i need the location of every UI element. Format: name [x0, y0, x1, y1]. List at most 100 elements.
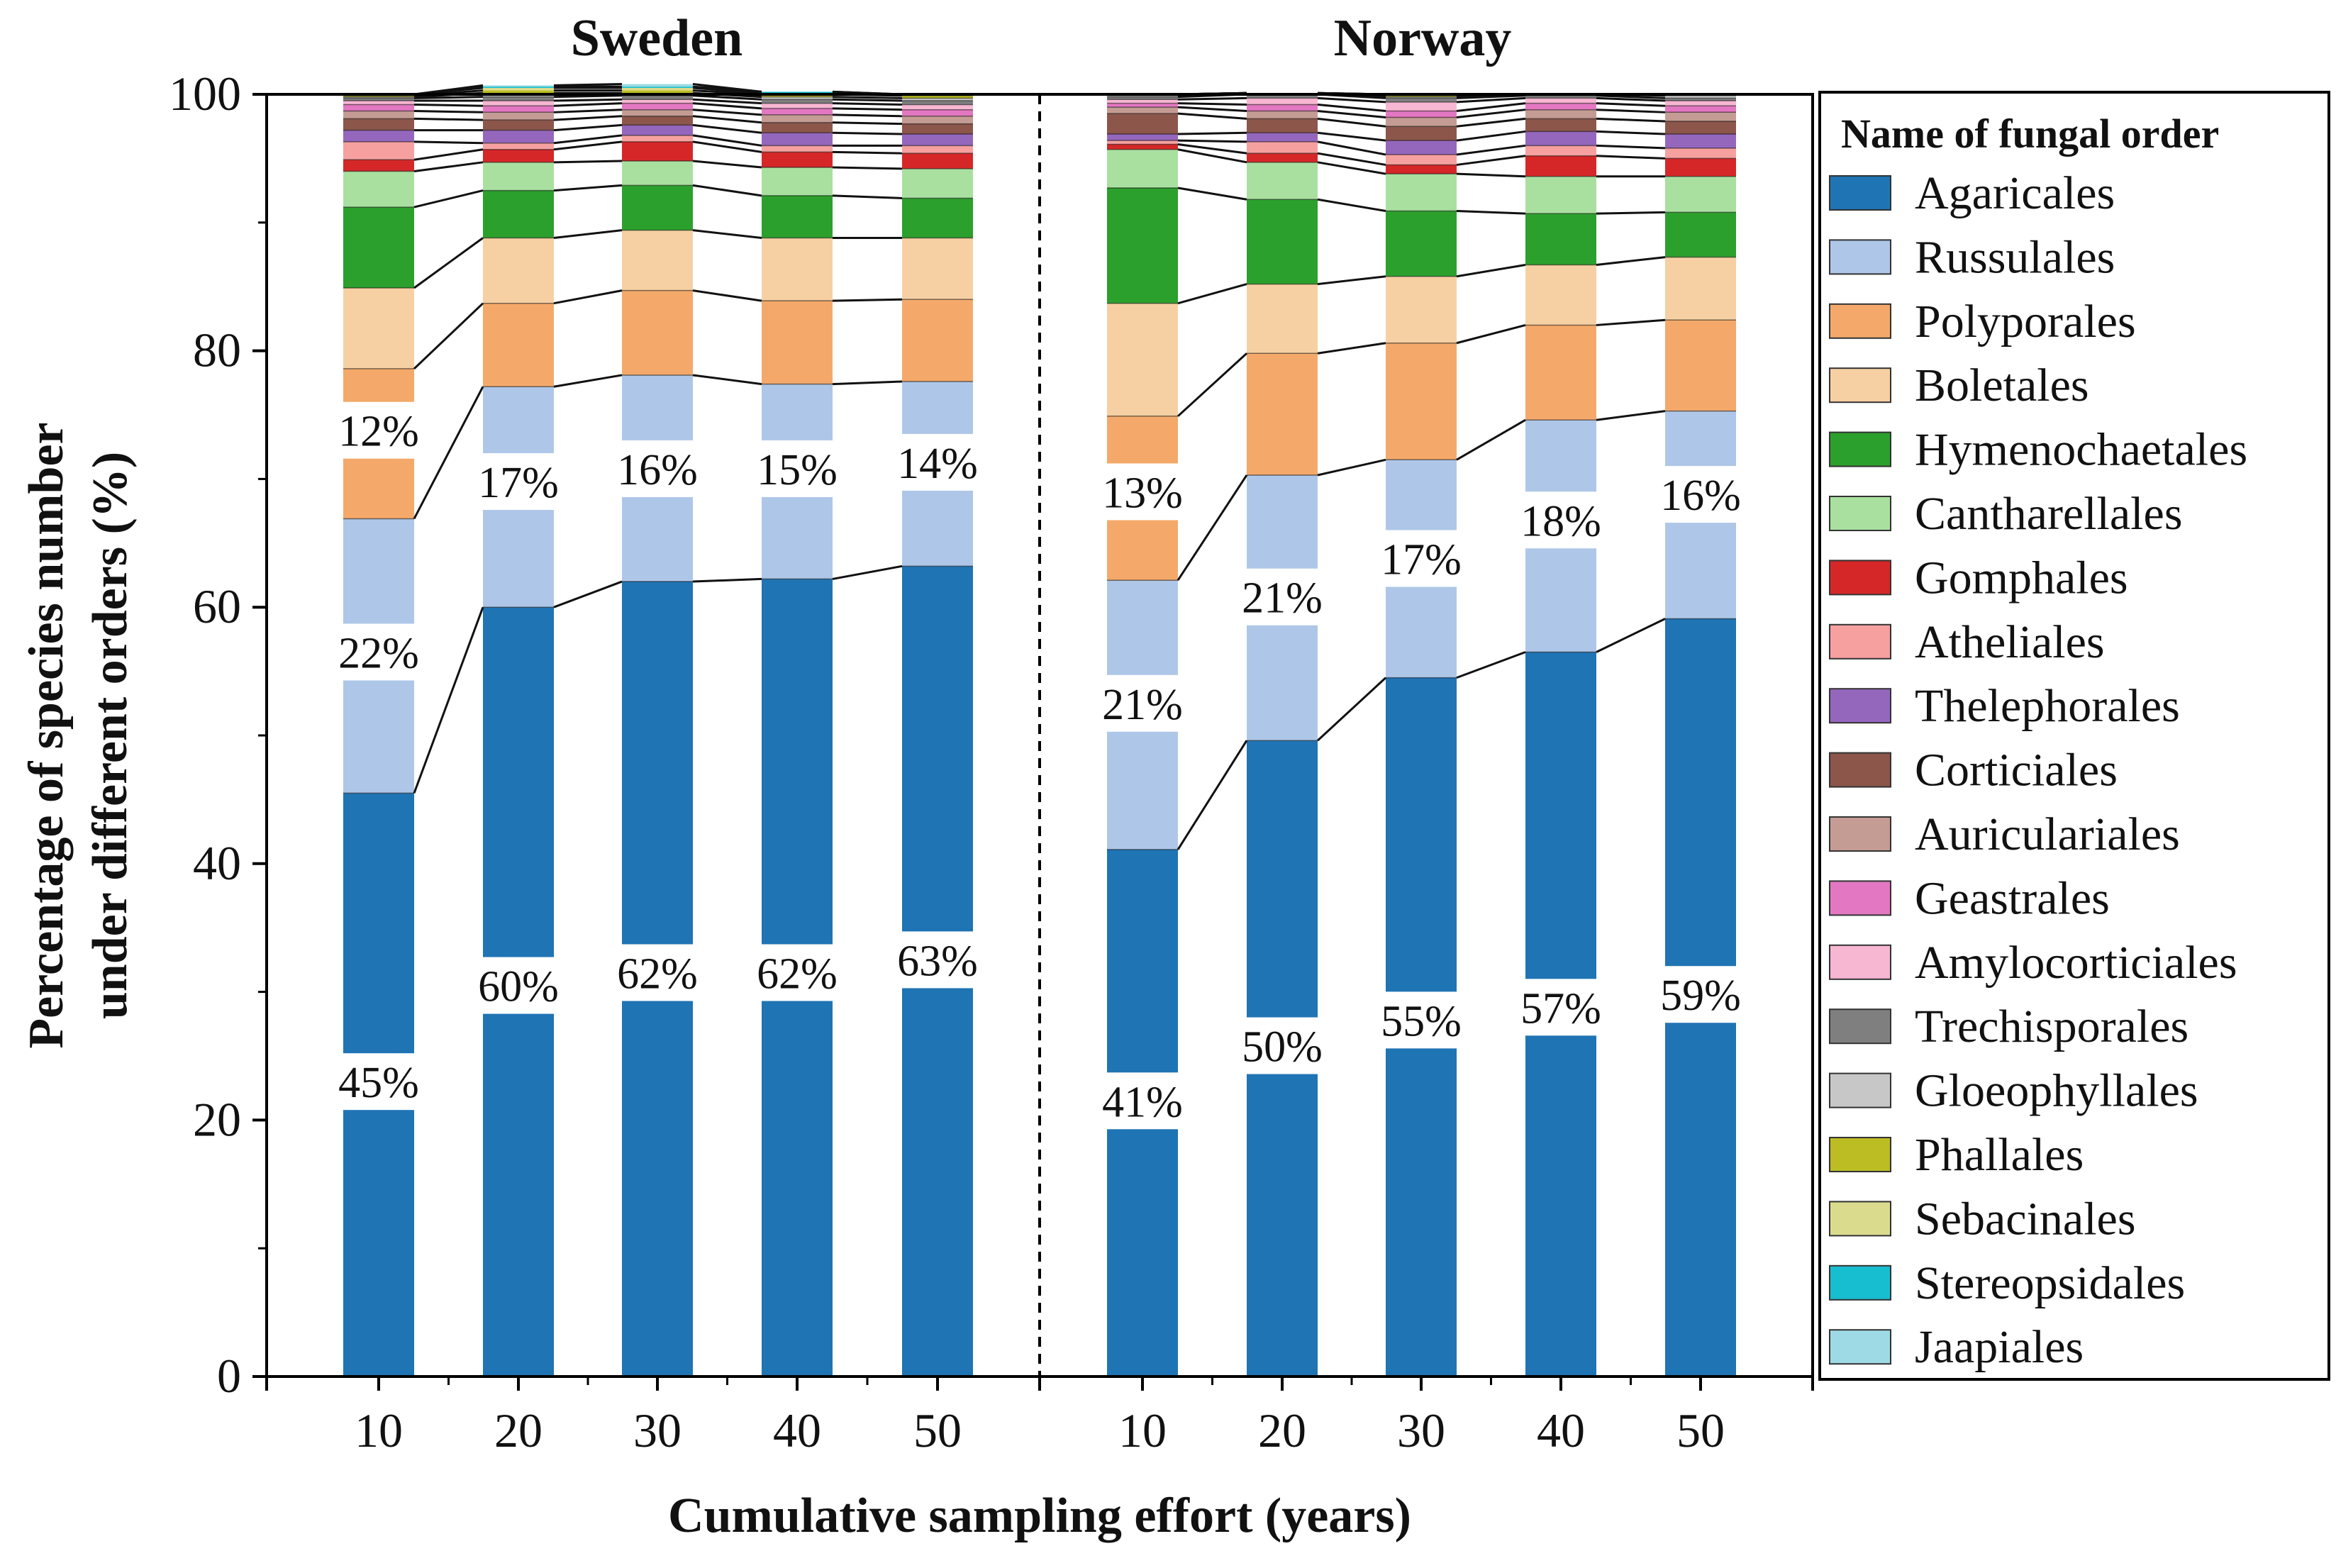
- bar-segment-norway-10-auriculariales: [1107, 107, 1178, 114]
- legend-item: Hymenochaetales: [1829, 424, 2247, 476]
- connector-line-sweden: [692, 140, 762, 153]
- percent-label-group: 13%: [1099, 463, 1186, 521]
- legend-item: Corticiales: [1829, 745, 2118, 796]
- legend-label: Cantharellales: [1915, 488, 2183, 540]
- legend-swatch: [1829, 431, 1891, 467]
- connector-line-sweden: [413, 96, 484, 99]
- percent-label-group: 17%: [474, 453, 562, 511]
- bar-segment-norway-40-auriculariales: [1525, 109, 1596, 119]
- connector-line-sweden: [553, 115, 623, 121]
- percent-label: 62%: [757, 950, 838, 998]
- bar-segment-norway-20-geastrales: [1247, 104, 1318, 111]
- connector-line-norway: [1317, 103, 1386, 112]
- legend-label: Stereopsidales: [1915, 1257, 2185, 1309]
- bar-segment-norway-50-gloeophyllales: [1665, 95, 1736, 99]
- connector-line-sweden: [692, 374, 762, 386]
- legend-items: Agaricales Russulales Polyporales Boletales…: [1829, 167, 2247, 1373]
- bar-segment-norway-10-gomphales: [1107, 144, 1178, 150]
- connector-line-norway: [1596, 256, 1666, 266]
- legend-item: Sebacinales: [1829, 1193, 2136, 1245]
- percent-label-bg: [1099, 1072, 1186, 1130]
- connector-line-norway: [1596, 318, 1666, 326]
- percent-label-group: 50%: [1238, 1017, 1326, 1074]
- legend-item: Stereopsidales: [1829, 1257, 2185, 1309]
- bar-segment-sweden-20-jaapiales: [483, 85, 554, 87]
- percent-label-bg: [1238, 568, 1326, 625]
- x-tick-label: 30: [633, 1403, 682, 1457]
- bar-segment-norway-20-auriculariales: [1247, 111, 1318, 119]
- y-tick-label: 0: [217, 1349, 241, 1403]
- percent-label-group: 15%: [753, 440, 841, 497]
- percent-label-bg: [474, 453, 562, 511]
- bar-segment-norway-20-polyporales: [1247, 353, 1318, 475]
- legend-label: Jaapiales: [1915, 1321, 2084, 1373]
- connector-line-sweden: [832, 194, 903, 199]
- percent-label-bg: [335, 623, 423, 681]
- panel-title-sweden: Sweden: [571, 9, 743, 67]
- connector-line-norway: [1177, 131, 1247, 135]
- x-tick-label: 50: [913, 1403, 962, 1457]
- connector-line-sweden: [692, 87, 762, 94]
- connector-line-sweden: [413, 606, 484, 794]
- percent-label-group: 57%: [1517, 979, 1605, 1036]
- percent-label-bg: [335, 1053, 423, 1111]
- legend-item: Russulales: [1829, 231, 2115, 283]
- bar-segment-sweden-10-boletales: [343, 288, 414, 369]
- connector-line-sweden: [692, 134, 762, 147]
- percent-label-bg: [894, 433, 981, 491]
- connector-line-norway: [1177, 352, 1248, 417]
- legend-swatch: [1829, 175, 1891, 211]
- bar-segment-sweden-40-boletales: [762, 238, 833, 301]
- bar-segment-sweden-10-gomphales: [343, 160, 414, 172]
- bar-segment-sweden-10-hymenochaetales: [343, 207, 414, 289]
- legend-item: Geastrales: [1829, 872, 2110, 924]
- bar-segment-norway-20-atheliales: [1247, 141, 1318, 154]
- bar-segment-sweden-50-gloeophyllales: [902, 98, 973, 101]
- x-tick-label: 10: [355, 1403, 403, 1457]
- bar-segment-sweden-10-auriculariales: [343, 111, 414, 119]
- bar-segment-sweden-50-atheliales: [902, 145, 973, 154]
- bar-segment-sweden-10-trechisporales: [343, 98, 414, 101]
- bar-segment-norway-20-cantharellales: [1247, 162, 1318, 200]
- panel-title-norway: Norway: [1334, 9, 1512, 67]
- percent-label: 21%: [1242, 574, 1323, 623]
- bar-segment-sweden-30-geastrales: [622, 103, 693, 110]
- connector-line-sweden: [692, 160, 762, 169]
- percent-label-bg: [1099, 674, 1186, 732]
- y-axis-title-line1: Percentage of species number: [19, 422, 74, 1048]
- legend-item: Gomphales: [1829, 552, 2128, 604]
- percent-label-group: 21%: [1238, 568, 1326, 625]
- legend-label: Trechisporales: [1915, 1001, 2188, 1052]
- bar-segment-sweden-20-phallales: [483, 90, 554, 94]
- connector-line-sweden: [553, 289, 623, 305]
- legend-label: Russulales: [1915, 231, 2115, 283]
- bar-segment-sweden-20-stereopsidales: [483, 87, 554, 88]
- percent-label-group: 18%: [1517, 491, 1605, 549]
- legend-swatch: [1829, 496, 1891, 531]
- bar-segment-sweden-50-auriculariales: [902, 116, 973, 124]
- x-tick-label: 20: [1258, 1403, 1306, 1457]
- legend-label: Thelephorales: [1915, 680, 2180, 732]
- connector-line-sweden: [692, 289, 762, 302]
- legend-label: Gomphales: [1915, 552, 2128, 604]
- connector-lines-layer: [343, 83, 1736, 850]
- connector-line-sweden: [413, 386, 484, 520]
- percent-label-group: 22%: [335, 623, 423, 681]
- connector-line-norway: [1177, 148, 1247, 164]
- percent-label-bg: [1517, 491, 1605, 549]
- bar-segment-norway-10-geastrales: [1107, 103, 1178, 108]
- connector-line-sweden: [832, 150, 903, 155]
- connector-line-norway: [1456, 651, 1526, 679]
- bar-segment-norway-40-geastrales: [1525, 103, 1596, 110]
- connector-line-norway: [1177, 283, 1247, 305]
- bar-segment-sweden-30-phallales: [622, 90, 693, 94]
- bar-segment-sweden-30-gomphales: [622, 141, 693, 162]
- bar-segment-norway-30-amylocorticiales: [1386, 101, 1457, 111]
- bar-segment-sweden-30-atheliales: [622, 135, 693, 142]
- connector-line-sweden: [832, 113, 903, 118]
- percent-label: 13%: [1102, 469, 1183, 517]
- bar-segment-sweden-50-gomphales: [902, 153, 973, 169]
- bar-segment-norway-10-amylocorticiales: [1107, 99, 1178, 104]
- connector-line-sweden: [413, 140, 484, 145]
- bar-segment-norway-30-boletales: [1386, 276, 1457, 343]
